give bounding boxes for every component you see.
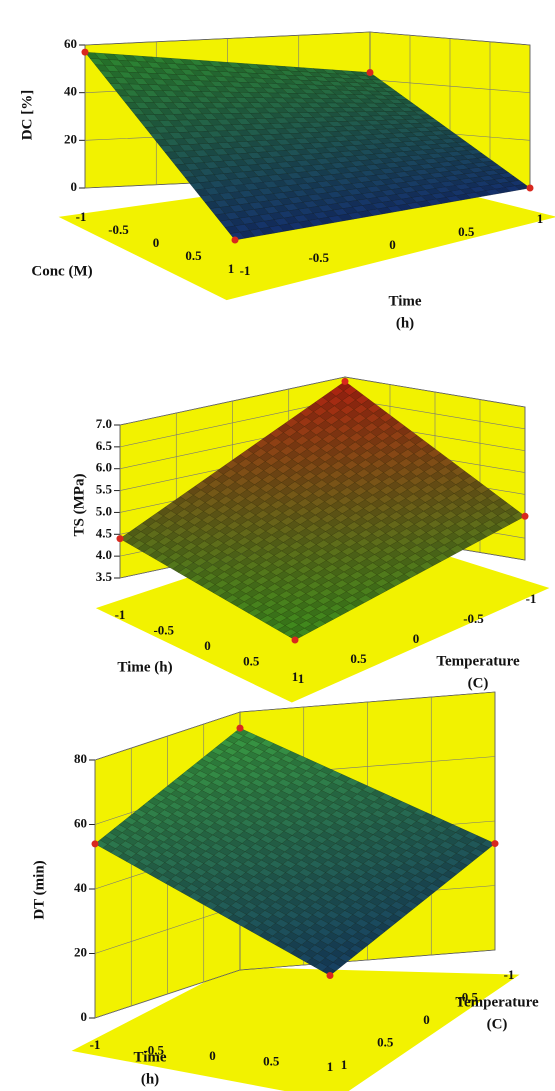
x-tick-label: 1 (327, 1059, 334, 1074)
y-tick-label: 0 (389, 237, 396, 252)
y-tick-label: -1 (526, 591, 537, 606)
z-tick-label: 5.0 (96, 503, 112, 518)
axis-title: Conc (M) (31, 263, 92, 279)
y-tick-label: -0.5 (463, 611, 484, 626)
y-tick-label: 0.5 (377, 1034, 394, 1049)
axis-title: DC [%] (19, 90, 35, 140)
y-tick-label: 0 (423, 1012, 430, 1027)
z-tick-label: 4.5 (96, 525, 113, 540)
design-point (366, 69, 374, 77)
z-tick-label: 4.0 (96, 547, 112, 562)
axis-title: (C) (468, 675, 489, 691)
axis-title: Temperature (455, 994, 539, 1010)
x-tick-label: -1 (90, 1037, 101, 1052)
z-tick-label: 0 (71, 179, 78, 194)
x-tick-label: 0 (204, 638, 211, 653)
surface-chart: 3.5 4.0 4.5 5.0 5.5 6.0 6.5 7.0 -1 -0.5 0 0.5 1 -1 -0.… (71, 376, 550, 703)
y-tick-label: 0.5 (350, 651, 367, 666)
x-tick-label: -0.5 (108, 222, 129, 237)
z-tick-label: 6.5 (96, 438, 113, 453)
z-tick-label: 40 (74, 880, 87, 895)
design-point (236, 724, 244, 732)
design-point (91, 840, 99, 848)
y-tick-label: -1 (504, 967, 515, 982)
x-tick-label: -1 (115, 607, 126, 622)
x-tick-label: 0.5 (185, 248, 202, 263)
axis-title: TS (MPa) (71, 474, 87, 537)
design-point (341, 377, 349, 385)
axis-title: DT (min) (31, 860, 47, 919)
x-tick-label: 1 (292, 669, 299, 684)
design-point (81, 48, 89, 56)
z-tick-label: 3.5 (96, 569, 113, 584)
y-tick-label: 0 (413, 631, 420, 646)
design-point (291, 636, 299, 644)
y-tick-label: -1 (240, 263, 251, 278)
design-point (521, 512, 529, 520)
axis-title: (h) (141, 1071, 159, 1087)
x-tick-label: 1 (228, 261, 235, 276)
design-point (491, 840, 499, 848)
x-tick-label: 0 (153, 235, 160, 250)
surface (119, 381, 526, 641)
design-point (231, 236, 239, 244)
axis-title: Time (h) (117, 659, 172, 675)
axis-title: Time (388, 293, 421, 309)
z-tick-label: 0 (81, 1009, 88, 1024)
z-tick-label: 5.5 (96, 482, 113, 497)
z-tick-label: 40 (64, 84, 77, 99)
z-tick-label: 6.0 (96, 460, 112, 475)
z-tick-label: 20 (74, 944, 87, 959)
surface (84, 51, 531, 241)
z-tick-label: 60 (74, 815, 87, 830)
z-tick-label: 80 (74, 751, 87, 766)
surface-chart: 0 20 40 60 -1 -0.5 0 0.5 1 -1 -0.5 0 0.5 1 DC [%] Conc … (19, 31, 555, 331)
x-tick-label: 0.5 (263, 1053, 280, 1068)
x-tick-label: 0 (209, 1048, 216, 1063)
axis-title: Time (133, 1049, 166, 1065)
y-tick-label: 1 (298, 671, 305, 686)
y-tick-label: 0.5 (458, 224, 475, 239)
design-point (326, 972, 334, 979)
design-point (526, 184, 534, 192)
z-tick-label: 60 (64, 36, 77, 51)
x-tick-label: -1 (76, 209, 87, 224)
design-point (116, 535, 124, 543)
y-tick-label: 1 (341, 1057, 348, 1072)
z-tick-label: 7.0 (96, 416, 112, 431)
x-tick-label: -0.5 (153, 622, 174, 637)
axis-title: (h) (396, 315, 414, 331)
x-tick-label: 0.5 (243, 653, 260, 668)
axis-title: Temperature (436, 653, 520, 669)
z-tick-label: 20 (64, 131, 77, 146)
axis-title: (C) (487, 1016, 508, 1032)
y-tick-label: 1 (537, 211, 544, 226)
y-tick-label: -0.5 (308, 250, 329, 265)
